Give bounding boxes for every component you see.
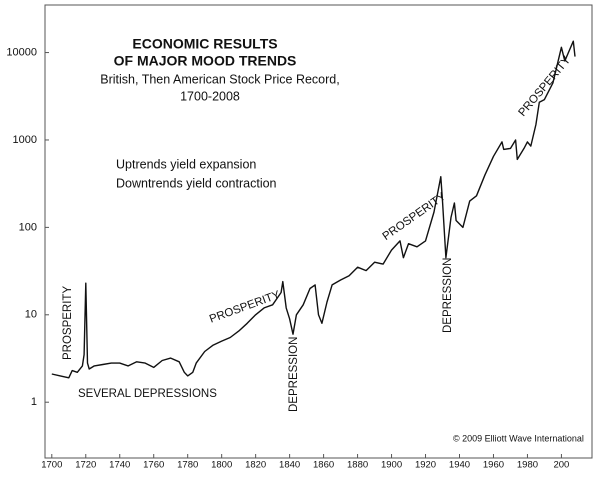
price-line xyxy=(51,40,576,379)
x-tick-label: 1900 xyxy=(381,460,402,471)
copyright: © 2009 Elliott Wave International xyxy=(453,433,584,443)
y-tick-label: 1 xyxy=(31,396,37,408)
annotation: PROSPERITY xyxy=(381,190,449,243)
x-tick-label: 1980 xyxy=(517,460,538,471)
y-tick-label: 10 xyxy=(25,309,37,321)
annotation: PROSPERITY xyxy=(516,54,573,119)
x-tick-label: 1860 xyxy=(313,460,334,471)
y-tick-label: 100 xyxy=(19,221,37,233)
x-tick-label: 1720 xyxy=(75,460,96,471)
annotation: Downtrends yield contraction xyxy=(116,176,277,190)
y-tick-label: 1000 xyxy=(13,134,37,146)
chart-title: ECONOMIC RESULTS xyxy=(132,36,277,52)
x-tick-label: 1880 xyxy=(347,460,368,471)
annotation: PROSPERITY xyxy=(62,286,74,360)
annotation: DEPRESSION xyxy=(288,337,300,412)
annotation: DEPRESSION xyxy=(442,258,454,333)
x-tick-label: 1700 xyxy=(41,460,62,471)
y-tick-label: 10000 xyxy=(6,46,37,58)
annotation: Uptrends yield expansion xyxy=(116,157,256,171)
x-tick-label: 1960 xyxy=(483,460,504,471)
plot-frame xyxy=(44,4,593,459)
x-tick-label: 1780 xyxy=(177,460,198,471)
x-tick-label: 1840 xyxy=(279,460,300,471)
x-tick-label: 1800 xyxy=(211,460,232,471)
x-tick-label: 1940 xyxy=(449,460,470,471)
annotation: PROSPERITY xyxy=(208,289,282,326)
subtitle: British, Then American Stock Price Recor… xyxy=(100,72,339,86)
x-tick-label: 1740 xyxy=(109,460,130,471)
x-tick-label: 1920 xyxy=(415,460,436,471)
annotation: SEVERAL DEPRESSIONS xyxy=(78,388,217,400)
subtitle: 1700-2008 xyxy=(180,89,240,103)
x-tick-label: 1760 xyxy=(143,460,164,471)
x-tick-label: 200 xyxy=(553,460,569,471)
chart-title: OF MAJOR MOOD TRENDS xyxy=(114,53,297,69)
x-tick-label: 1820 xyxy=(245,460,266,471)
